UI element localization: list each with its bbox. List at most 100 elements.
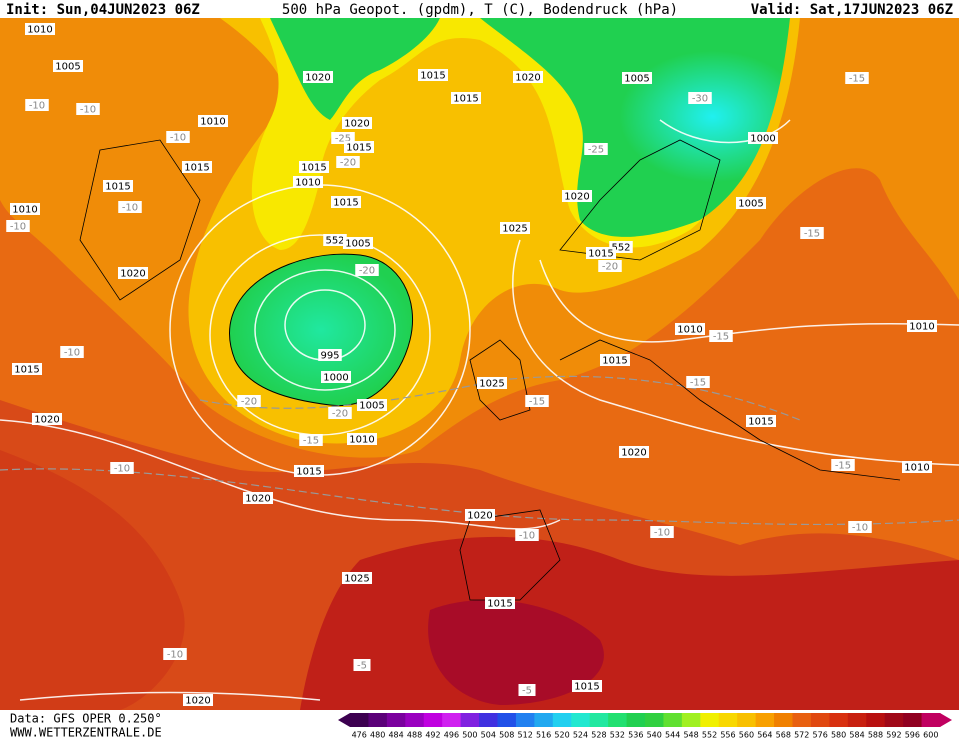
- colorbar-label: 540: [647, 731, 662, 740]
- colorbar-swatch: [368, 713, 388, 727]
- colorbar-label: 552: [702, 731, 717, 740]
- colorbar-swatch: [405, 713, 425, 727]
- temperature-label: -10: [64, 348, 80, 359]
- pressure-label: 1005: [55, 62, 80, 73]
- colorbar-label: 532: [610, 731, 625, 740]
- label-box: [451, 92, 481, 104]
- pressure-label: 1015: [301, 163, 326, 174]
- label-box: [831, 459, 855, 471]
- label-box: [183, 694, 213, 706]
- temperature-label: -10: [10, 222, 26, 233]
- label-box: [513, 71, 543, 83]
- colorbar-swatch: [737, 713, 757, 727]
- temperature-label: -20: [359, 266, 375, 277]
- colorbar-swatch: [755, 713, 775, 727]
- temperature-label: -10: [852, 523, 868, 534]
- colorbar-label: 492: [425, 731, 440, 740]
- pressure-label: 1020: [467, 511, 492, 522]
- temperature-label: -15: [713, 332, 729, 343]
- label-box: [748, 132, 778, 144]
- valid-time: Valid: Sat,17JUN2023 06Z: [751, 2, 953, 18]
- colorbar-swatch: [866, 713, 886, 727]
- colorbar-label: 584: [849, 731, 864, 740]
- label-box: [353, 659, 371, 671]
- pressure-label: 1015: [346, 143, 371, 154]
- label-box: [355, 264, 379, 276]
- label-box: [586, 247, 616, 259]
- colorbar-label: 556: [720, 731, 735, 740]
- label-box: [60, 346, 84, 358]
- colorbar-label: 504: [481, 731, 496, 740]
- colorbar-swatch: [718, 713, 738, 727]
- label-box: [299, 161, 329, 173]
- label-box: [518, 684, 536, 696]
- pressure-label: 1020: [245, 494, 270, 505]
- colorbar-arrow: [940, 713, 952, 727]
- label-box: [10, 203, 40, 215]
- map-fields: [0, 18, 959, 710]
- data-source: Data: GFS OPER 0.250°: [10, 712, 162, 726]
- pressure-label: 995: [320, 351, 339, 362]
- colorbar-label: 596: [905, 731, 920, 740]
- pressure-label: 1015: [184, 163, 209, 174]
- pressure-label: 552: [611, 243, 630, 254]
- temperature-label: -25: [588, 145, 604, 156]
- pressure-label: 1015: [574, 682, 599, 693]
- colorbar: 476 480 484 488 492 496 500 504 508 512 516 520 524 5…: [338, 713, 952, 740]
- label-box: [299, 434, 323, 446]
- colorbar-label: 528: [591, 731, 606, 740]
- colorbar-swatch: [442, 713, 462, 727]
- colorbar-label: 580: [831, 731, 846, 740]
- pressure-label: 1015: [602, 356, 627, 367]
- pressure-label: 1020: [344, 119, 369, 130]
- label-box: [675, 323, 705, 335]
- label-box: [182, 161, 212, 173]
- pressure-label: 1025: [344, 574, 369, 585]
- map-title: 500 hPa Geopot. (gpdm), T (C), Bodendruc…: [282, 2, 678, 18]
- label-box: [294, 465, 324, 477]
- label-box: [477, 377, 507, 389]
- colorbar-swatch: [479, 713, 498, 727]
- temperature-label: -20: [332, 409, 348, 420]
- colorbar-swatch: [847, 713, 867, 727]
- colorbar-label: 476: [352, 731, 367, 740]
- label-box: [344, 141, 374, 153]
- colorbar-swatch: [884, 713, 904, 727]
- colorbar-label: 536: [628, 731, 643, 740]
- label-box: [902, 461, 932, 473]
- label-box: [6, 220, 30, 232]
- colorbar-label: 480: [370, 731, 385, 740]
- pressure-label: 1005: [345, 239, 370, 250]
- colorbar-swatch: [700, 713, 720, 727]
- label-box: [118, 267, 148, 279]
- label-box: [746, 415, 776, 427]
- colorbar-label: 572: [794, 731, 809, 740]
- pressure-label: 1015: [487, 599, 512, 610]
- colorbar-label: 484: [388, 731, 403, 740]
- colorbar-label: 568: [776, 731, 791, 740]
- label-box: [318, 349, 342, 361]
- colorbar-label: 500: [462, 731, 477, 740]
- pressure-label: 1010: [27, 25, 52, 36]
- temperature-label: -15: [529, 397, 545, 408]
- pressure-label: 1015: [420, 71, 445, 82]
- label-box: [12, 363, 42, 375]
- temperature-label: -10: [170, 133, 186, 144]
- colorbar-swatch: [423, 713, 443, 727]
- temperature-label: -15: [303, 436, 319, 447]
- pressure-label: 1005: [359, 401, 384, 412]
- colorbar-label: 600: [923, 731, 938, 740]
- label-box: [25, 99, 49, 111]
- pressure-label: 1005: [738, 199, 763, 210]
- label-box: [110, 462, 134, 474]
- pressure-label: 1000: [750, 134, 775, 145]
- label-box: [328, 407, 352, 419]
- label-box: [598, 260, 622, 272]
- temperature-label: -10: [122, 203, 138, 214]
- colorbar-label: 516: [536, 731, 551, 740]
- temperature-label: -5: [357, 661, 367, 672]
- label-box: [600, 354, 630, 366]
- pressure-label: 1005: [624, 74, 649, 85]
